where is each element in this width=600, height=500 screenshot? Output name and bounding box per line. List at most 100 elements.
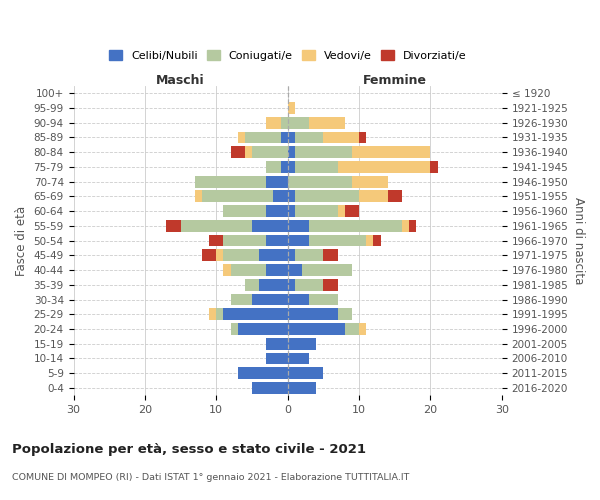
Bar — [287, 250, 295, 261]
Bar — [287, 382, 316, 394]
Bar — [266, 352, 287, 364]
Bar — [287, 323, 345, 335]
Bar — [323, 279, 338, 290]
Text: COMUNE DI MOMPEO (RI) - Dati ISTAT 1° gennaio 2021 - Elaborazione TUTTITALIA.IT: COMUNE DI MOMPEO (RI) - Dati ISTAT 1° ge… — [12, 472, 409, 482]
Bar — [223, 250, 259, 261]
Bar — [402, 220, 409, 232]
Bar — [338, 161, 430, 173]
Bar — [287, 294, 309, 306]
Text: Popolazione per età, sesso e stato civile - 2021: Popolazione per età, sesso e stato civil… — [12, 442, 366, 456]
Bar — [281, 132, 287, 143]
Bar — [287, 205, 295, 217]
Bar — [252, 382, 287, 394]
Bar — [287, 132, 295, 143]
Bar — [202, 190, 274, 202]
Bar — [266, 338, 287, 349]
Y-axis label: Anni di nascita: Anni di nascita — [572, 197, 585, 284]
Bar — [338, 205, 345, 217]
Bar — [287, 102, 295, 114]
Bar — [287, 146, 295, 158]
Bar — [388, 190, 402, 202]
Bar — [323, 250, 338, 261]
Bar — [202, 250, 217, 261]
Bar — [230, 146, 245, 158]
Bar — [266, 234, 287, 246]
Bar — [230, 264, 266, 276]
Bar — [287, 190, 295, 202]
Bar — [252, 220, 287, 232]
Bar — [195, 190, 202, 202]
Bar — [287, 352, 309, 364]
Bar — [238, 323, 287, 335]
Bar — [295, 279, 323, 290]
Bar — [245, 279, 259, 290]
Bar — [223, 234, 266, 246]
Bar — [359, 323, 366, 335]
Bar — [352, 176, 388, 188]
Text: Femmine: Femmine — [363, 74, 427, 88]
Y-axis label: Fasce di età: Fasce di età — [15, 206, 28, 276]
Bar — [323, 132, 359, 143]
Bar — [309, 117, 345, 128]
Bar — [287, 117, 309, 128]
Bar — [238, 368, 287, 379]
Bar — [295, 132, 323, 143]
Bar — [230, 323, 238, 335]
Bar — [295, 161, 338, 173]
Bar — [287, 161, 295, 173]
Bar — [181, 220, 252, 232]
Bar — [209, 234, 223, 246]
Bar — [338, 308, 352, 320]
Bar — [217, 308, 223, 320]
Bar — [287, 338, 316, 349]
Bar — [259, 250, 287, 261]
Bar — [166, 220, 181, 232]
Legend: Celibi/Nubili, Coniugati/e, Vedovi/e, Divorziati/e: Celibi/Nubili, Coniugati/e, Vedovi/e, Di… — [107, 48, 469, 63]
Bar — [238, 132, 245, 143]
Bar — [309, 220, 402, 232]
Bar — [195, 176, 266, 188]
Bar — [266, 264, 287, 276]
Bar — [359, 190, 388, 202]
Bar — [295, 205, 338, 217]
Bar — [223, 205, 266, 217]
Bar — [281, 161, 287, 173]
Bar — [266, 205, 287, 217]
Bar — [287, 308, 338, 320]
Bar — [309, 294, 338, 306]
Bar — [245, 132, 281, 143]
Text: Maschi: Maschi — [156, 74, 205, 88]
Bar — [302, 264, 352, 276]
Bar — [345, 205, 359, 217]
Bar — [266, 176, 287, 188]
Bar — [373, 234, 380, 246]
Bar — [409, 220, 416, 232]
Bar — [230, 294, 252, 306]
Bar — [266, 117, 281, 128]
Bar — [430, 161, 437, 173]
Bar — [287, 234, 309, 246]
Bar — [245, 146, 252, 158]
Bar — [217, 250, 223, 261]
Bar — [359, 132, 366, 143]
Bar — [287, 176, 352, 188]
Bar — [223, 264, 230, 276]
Bar — [287, 279, 295, 290]
Bar — [223, 308, 287, 320]
Bar — [295, 190, 359, 202]
Bar — [274, 190, 287, 202]
Bar — [259, 279, 287, 290]
Bar — [345, 323, 359, 335]
Bar — [295, 146, 352, 158]
Bar — [287, 264, 302, 276]
Bar — [281, 117, 287, 128]
Bar — [309, 234, 366, 246]
Bar — [295, 250, 323, 261]
Bar — [352, 146, 430, 158]
Bar — [366, 234, 373, 246]
Bar — [266, 161, 281, 173]
Bar — [287, 368, 323, 379]
Bar — [252, 294, 287, 306]
Bar — [287, 220, 309, 232]
Bar — [209, 308, 217, 320]
